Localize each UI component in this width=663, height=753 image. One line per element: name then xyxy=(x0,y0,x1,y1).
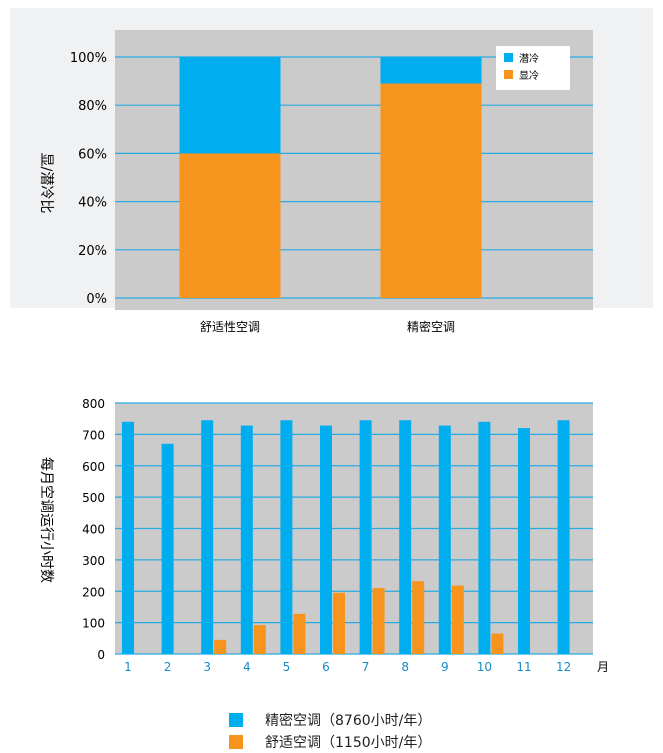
y-tick-label: 100 xyxy=(82,617,105,631)
bar xyxy=(280,420,293,654)
legend-bottom: 精密空调（8760小时/年） 舒适空调（1150小时/年） xyxy=(229,709,431,753)
legend-item-comfort: 舒适空调（1150小时/年） xyxy=(229,731,431,753)
legend-swatch-comfort xyxy=(229,735,243,749)
legend-item-precision: 精密空调（8760小时/年） xyxy=(229,709,431,731)
legend-label-latent: 潜冷 xyxy=(519,52,539,65)
bar xyxy=(359,420,372,654)
bar xyxy=(253,625,266,654)
x-tick-label: 1 xyxy=(124,660,132,674)
bar xyxy=(518,428,530,654)
y-tick-label: 0 xyxy=(97,648,105,662)
x-tick-label: 10 xyxy=(477,660,492,674)
bar xyxy=(161,443,174,654)
legend-swatch-latent xyxy=(504,53,513,62)
y-tick-label: 300 xyxy=(82,554,105,568)
bar-segment xyxy=(179,57,281,154)
bar xyxy=(557,420,570,654)
y-tick-label: 0% xyxy=(86,292,107,307)
bar xyxy=(240,425,253,654)
legend-box xyxy=(496,46,570,90)
bar xyxy=(478,421,491,654)
legend-swatch-sensible xyxy=(504,70,513,79)
bar xyxy=(438,425,451,654)
y-tick-label: 800 xyxy=(82,397,105,411)
x-axis-unit-label: 月 xyxy=(597,660,609,674)
bar-segment xyxy=(380,83,482,298)
y-tick-label: 700 xyxy=(82,428,105,442)
y-tick-label: 200 xyxy=(82,585,105,599)
stacked-percent-chart: 0% 20% 40% 60% 80% 100% 舒适性空调 精密空调 潜冷 显冷 显/潜冷比 xyxy=(38,30,593,334)
legend-top: 潜冷 显冷 xyxy=(496,46,570,90)
y-axis-label-bottom: 每月空调运行小时数 xyxy=(38,457,54,583)
bar xyxy=(293,613,306,654)
x-tick-label: 5 xyxy=(283,660,291,674)
x-tick-label: 8 xyxy=(401,660,409,674)
bar xyxy=(214,639,227,654)
y-tick-label: 60% xyxy=(78,147,107,162)
x-tick-label: 12 xyxy=(556,660,571,674)
x-tick-label: 舒适性空调 xyxy=(200,320,260,334)
bar xyxy=(491,633,504,654)
legend-label-precision: 精密空调（8760小时/年） xyxy=(265,713,432,729)
x-tick-label: 2 xyxy=(164,660,172,674)
y-tick-label: 80% xyxy=(78,99,107,114)
x-tick-label: 6 xyxy=(322,660,330,674)
bar xyxy=(122,421,134,654)
y-tick-label: 600 xyxy=(82,460,105,474)
legend-label-comfort: 舒适空调（1150小时/年） xyxy=(265,735,432,751)
x-tick-label: 11 xyxy=(516,660,531,674)
bar xyxy=(333,592,345,654)
x-tick-label: 7 xyxy=(362,660,370,674)
bar xyxy=(451,585,464,654)
x-tick-label: 精密空调 xyxy=(407,319,455,334)
y-axis-label-top: 显/潜冷比 xyxy=(38,153,54,214)
y-tick-label: 100% xyxy=(70,51,107,66)
bar-segment xyxy=(380,57,482,84)
bar xyxy=(412,581,425,654)
y-tick-label: 500 xyxy=(82,491,105,505)
legend-swatch-precision xyxy=(229,713,243,727)
bar xyxy=(201,420,214,654)
bar xyxy=(320,425,332,654)
x-tick-label: 4 xyxy=(243,660,251,674)
bar-segment xyxy=(179,153,281,298)
y-tick-label: 40% xyxy=(78,196,107,211)
x-tick-label: 9 xyxy=(441,660,449,674)
legend-label-sensible: 显冷 xyxy=(519,69,539,82)
y-tick-label: 20% xyxy=(78,244,107,259)
bar xyxy=(399,420,412,654)
bar xyxy=(372,588,385,654)
x-tick-label: 3 xyxy=(203,660,211,674)
y-tick-label: 400 xyxy=(82,523,105,537)
